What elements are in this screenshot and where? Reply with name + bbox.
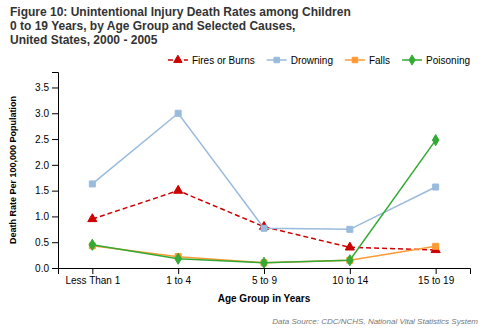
- x-tick-label: 15 to 19: [418, 275, 455, 286]
- legend-label: Drowning: [291, 55, 333, 66]
- point: [88, 214, 97, 222]
- x-tick-label: 10 to 14: [332, 275, 369, 286]
- x-tick-mark: [436, 268, 437, 274]
- x-tick: 1 to 4: [166, 268, 191, 286]
- point: [175, 110, 181, 116]
- x-axis-line: [59, 269, 471, 275]
- point: [175, 253, 181, 264]
- series-line: [92, 191, 435, 250]
- x-tick-label: Less Than 1: [65, 275, 120, 286]
- point: [89, 181, 95, 187]
- x-tick-label: 5 to 9: [252, 275, 277, 286]
- series: [89, 135, 439, 268]
- y-axis-line: [52, 73, 59, 269]
- y-tick-mark: [52, 191, 58, 192]
- y-tick: 0.0: [35, 263, 58, 274]
- x-tick-mark: [350, 268, 351, 274]
- y-tick: 3.0: [35, 108, 58, 119]
- y-tick: 2.0: [35, 160, 58, 171]
- y-axis: 0.0 0.5 1.0 1.5 2.0 2.5 3.0 3.5: [35, 73, 58, 274]
- x-tick-mark: [92, 268, 93, 274]
- series: [88, 185, 440, 252]
- legend-item: Fires or Burns: [168, 55, 255, 66]
- annotation: Data Source: CDC/NCHS, National Vital St…: [272, 317, 478, 326]
- series-line: [92, 140, 435, 263]
- title-line: 0 to 19 Years, by Age Group and Selected…: [10, 19, 295, 33]
- point: [261, 225, 267, 231]
- legend-marker: [174, 55, 182, 62]
- x-axis-title: Age Group in Years: [218, 293, 311, 304]
- legend-label: Fires or Burns: [192, 55, 255, 66]
- series: [89, 110, 438, 232]
- legend-item: Drowning: [267, 55, 333, 66]
- legend-label: Falls: [369, 55, 390, 66]
- point: [432, 135, 438, 146]
- y-axis-title: Death Rate Per 100,000 Population: [8, 96, 18, 244]
- title: Figure 10: Unintentional Injury Death Ra…: [10, 5, 351, 47]
- y-tick-mark: [52, 113, 58, 114]
- legend-marker: [274, 57, 279, 62]
- x-tick-mark: [178, 268, 179, 274]
- legend-marker: [409, 55, 415, 65]
- y-tick-label: 3.5: [35, 82, 49, 93]
- y-tick-mark: [52, 242, 58, 243]
- point: [174, 185, 183, 193]
- plot: 0.0 0.5 1.0 1.5 2.0 2.5 3.0 3.5 Less Than 1 1 to …: [35, 73, 470, 287]
- y-tick: 2.5: [35, 134, 58, 145]
- y-tick-mark: [52, 139, 58, 140]
- x-tick-mark: [264, 268, 265, 274]
- point: [433, 184, 439, 190]
- legend-marker: [352, 57, 357, 62]
- point: [345, 242, 354, 250]
- y-tick-label: 1.5: [35, 185, 49, 196]
- x-tick: 10 to 14: [332, 268, 369, 286]
- point: [89, 239, 95, 250]
- y-tick-label: 2.0: [35, 160, 49, 171]
- x-tick-label: 1 to 4: [166, 275, 191, 286]
- y-tick-label: 0.5: [35, 237, 49, 248]
- y-tick-label: 3.0: [35, 108, 49, 119]
- y-tick-label: 1.0: [35, 211, 49, 222]
- point: [261, 257, 267, 268]
- y-tick-mark: [52, 165, 58, 166]
- y-tick-label: 2.5: [35, 134, 49, 145]
- x-tick: 15 to 19: [418, 268, 455, 286]
- y-tick-mark: [52, 87, 58, 88]
- point: [347, 255, 353, 266]
- legend-item: Poisoning: [402, 55, 470, 66]
- y-tick: 1.0: [35, 211, 58, 222]
- y-tick: 1.5: [35, 185, 58, 196]
- legend-label: Poisoning: [426, 55, 470, 66]
- point: [347, 226, 353, 232]
- y-tick: 0.5: [35, 237, 58, 248]
- point: [433, 243, 439, 249]
- marks: [88, 110, 440, 268]
- y-tick-mark: [52, 216, 58, 217]
- y-tick-label: 0.0: [35, 263, 49, 274]
- title-line: United States, 2000 - 2005: [10, 33, 158, 47]
- legend-item: Falls: [345, 55, 390, 66]
- x-axis: Less Than 1 1 to 4 5 to 9 10 to 14 15 to 19: [59, 268, 471, 286]
- x-tick: Less Than 1: [65, 268, 120, 286]
- title-line: Figure 10: Unintentional Injury Death Ra…: [10, 5, 351, 19]
- legend: Fires or Burns Drowning Falls Poisoning: [168, 55, 470, 66]
- y-tick-mark: [52, 268, 58, 269]
- chart: Figure 10: Unintentional Injury Death Ra…: [0, 0, 484, 330]
- x-tick: 5 to 9: [252, 268, 277, 286]
- y-tick: 3.5: [35, 82, 58, 93]
